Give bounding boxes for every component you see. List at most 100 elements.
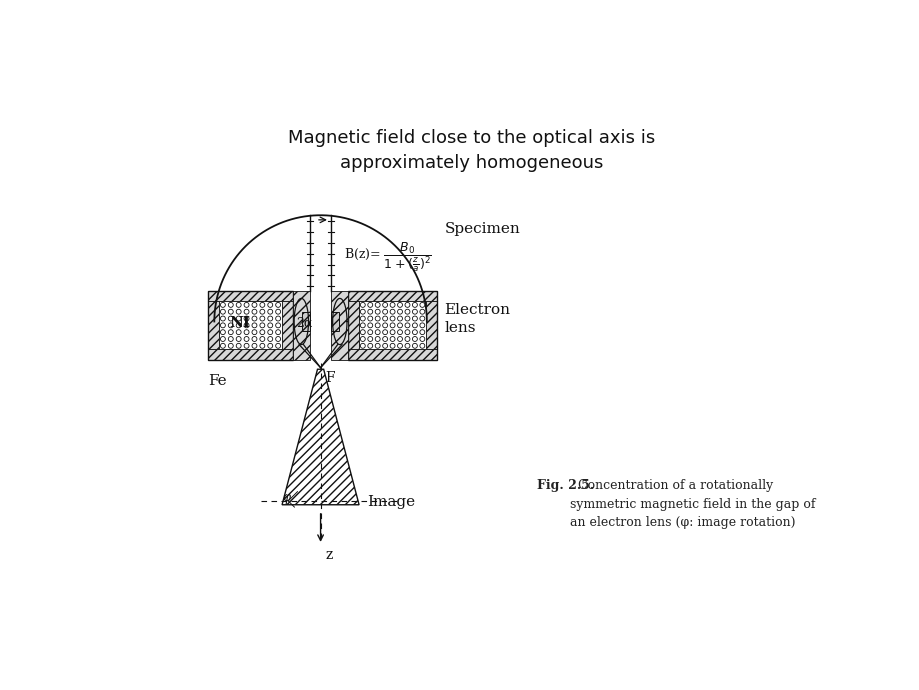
Circle shape xyxy=(236,302,241,307)
Circle shape xyxy=(221,309,225,314)
Circle shape xyxy=(221,302,225,307)
Text: Magnetic field close to the optical axis is
approximately homogeneous: Magnetic field close to the optical axis… xyxy=(288,129,654,172)
Circle shape xyxy=(382,330,387,335)
Circle shape xyxy=(276,337,280,342)
Circle shape xyxy=(419,344,425,348)
Circle shape xyxy=(368,337,372,342)
Circle shape xyxy=(404,309,410,314)
Circle shape xyxy=(236,323,241,328)
Text: Electron
lens: Electron lens xyxy=(444,303,510,335)
Text: F: F xyxy=(324,371,335,385)
Circle shape xyxy=(244,344,249,348)
Circle shape xyxy=(267,330,272,335)
Text: Specimen: Specimen xyxy=(444,222,520,236)
Circle shape xyxy=(404,337,410,342)
Circle shape xyxy=(419,323,425,328)
Circle shape xyxy=(259,323,265,328)
Polygon shape xyxy=(282,302,292,349)
Polygon shape xyxy=(219,302,282,349)
Circle shape xyxy=(375,309,380,314)
Circle shape xyxy=(259,302,265,307)
Circle shape xyxy=(397,302,402,307)
Circle shape xyxy=(252,309,256,314)
Circle shape xyxy=(252,302,256,307)
Polygon shape xyxy=(425,302,437,349)
Circle shape xyxy=(368,302,372,307)
Circle shape xyxy=(375,344,380,348)
Circle shape xyxy=(228,344,233,348)
Circle shape xyxy=(375,316,380,321)
Circle shape xyxy=(221,337,225,342)
Circle shape xyxy=(221,323,225,328)
Circle shape xyxy=(382,316,387,321)
Circle shape xyxy=(360,302,365,307)
Circle shape xyxy=(360,330,365,335)
Circle shape xyxy=(267,309,272,314)
Circle shape xyxy=(276,302,280,307)
Text: 2α: 2α xyxy=(296,317,312,330)
Circle shape xyxy=(236,330,241,335)
Polygon shape xyxy=(208,302,219,349)
Circle shape xyxy=(382,302,387,307)
Circle shape xyxy=(221,316,225,321)
Circle shape xyxy=(259,309,265,314)
Circle shape xyxy=(375,323,380,328)
Circle shape xyxy=(276,309,280,314)
Circle shape xyxy=(252,323,256,328)
Circle shape xyxy=(236,309,241,314)
Circle shape xyxy=(236,316,241,321)
Circle shape xyxy=(419,302,425,307)
Circle shape xyxy=(375,330,380,335)
Circle shape xyxy=(390,302,394,307)
Circle shape xyxy=(412,302,417,307)
Circle shape xyxy=(276,323,280,328)
Circle shape xyxy=(228,316,233,321)
Circle shape xyxy=(252,316,256,321)
Circle shape xyxy=(244,316,249,321)
Polygon shape xyxy=(348,349,437,360)
Text: z: z xyxy=(324,548,332,562)
Circle shape xyxy=(228,330,233,335)
Circle shape xyxy=(404,344,410,348)
Polygon shape xyxy=(348,302,358,349)
Polygon shape xyxy=(348,290,437,302)
Circle shape xyxy=(244,309,249,314)
Polygon shape xyxy=(331,290,348,360)
Circle shape xyxy=(390,323,394,328)
Circle shape xyxy=(368,323,372,328)
Polygon shape xyxy=(292,290,310,360)
Text: Fe: Fe xyxy=(208,374,227,388)
Circle shape xyxy=(368,344,372,348)
Circle shape xyxy=(276,316,280,321)
Circle shape xyxy=(221,344,225,348)
Circle shape xyxy=(360,344,365,348)
Circle shape xyxy=(221,330,225,335)
Circle shape xyxy=(276,344,280,348)
Circle shape xyxy=(412,330,417,335)
Circle shape xyxy=(419,316,425,321)
Text: NI: NI xyxy=(229,316,250,330)
Circle shape xyxy=(397,316,402,321)
Circle shape xyxy=(267,323,272,328)
Circle shape xyxy=(390,316,394,321)
Circle shape xyxy=(390,309,394,314)
Circle shape xyxy=(267,337,272,342)
Circle shape xyxy=(236,337,241,342)
Circle shape xyxy=(412,309,417,314)
Circle shape xyxy=(252,337,256,342)
Circle shape xyxy=(244,302,249,307)
Circle shape xyxy=(412,323,417,328)
Circle shape xyxy=(228,309,233,314)
Circle shape xyxy=(382,323,387,328)
Circle shape xyxy=(390,344,394,348)
Circle shape xyxy=(382,309,387,314)
Circle shape xyxy=(360,309,365,314)
Circle shape xyxy=(368,309,372,314)
Circle shape xyxy=(244,337,249,342)
Polygon shape xyxy=(301,313,310,331)
Circle shape xyxy=(412,344,417,348)
Polygon shape xyxy=(282,369,358,505)
Circle shape xyxy=(375,337,380,342)
Circle shape xyxy=(267,344,272,348)
Circle shape xyxy=(259,330,265,335)
